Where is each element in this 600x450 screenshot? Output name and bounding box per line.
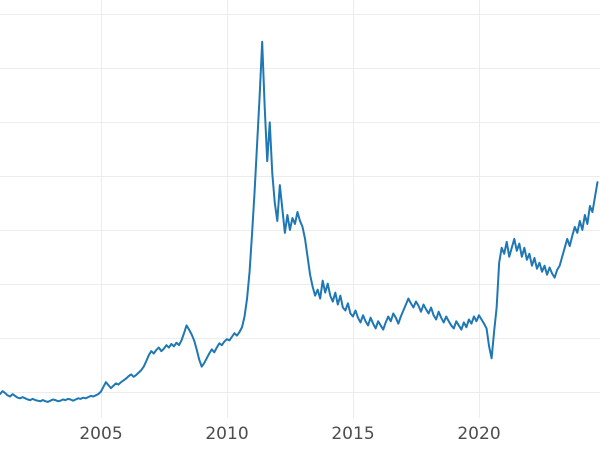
gridline-vertical-2005 [101,0,102,418]
plot-area [0,0,600,418]
gridline-vertical-2010 [227,0,228,418]
gridline-horizontal [0,284,600,285]
x-axis: 2005 2010 2015 2020 [0,418,600,450]
gridline-vertical-2020 [479,0,480,418]
x-tick-label-2010: 2010 [205,424,249,444]
gridline-horizontal [0,230,600,231]
x-tick-label-2005: 2005 [79,424,123,444]
x-tick-label-2015: 2015 [331,424,375,444]
gridline-horizontal [0,68,600,69]
gridline-horizontal [0,338,600,339]
x-tick-label-2020: 2020 [457,424,501,444]
gridline-horizontal [0,176,600,177]
gridline-horizontal [0,122,600,123]
gridline-vertical-2015 [353,0,354,418]
series-price-line [0,40,599,403]
gridline-horizontal [0,392,600,393]
gridline-horizontal [0,14,600,15]
